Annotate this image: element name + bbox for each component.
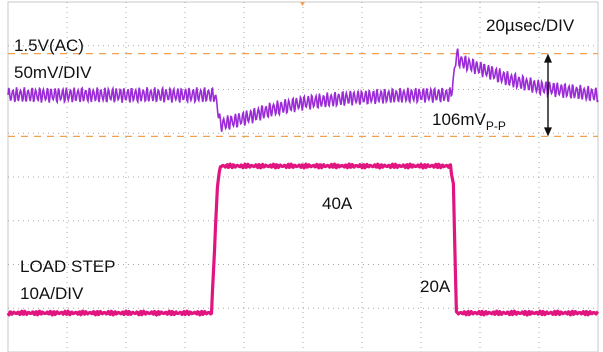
trigger-marker <box>300 2 305 6</box>
ch2-name-label: LOAD STEP <box>20 257 115 276</box>
ripple-pp-value: 106mV <box>432 110 487 129</box>
traces <box>6 48 600 317</box>
ripple-pp-subscript: P-P <box>486 119 506 133</box>
arrow-head-top <box>544 53 552 63</box>
ch1-scale-label: 50mV/DIV <box>14 63 92 82</box>
arrow-head-bottom <box>544 127 552 137</box>
ch1-name-label: 1.5V(AC) <box>14 36 84 55</box>
timebase-label: 20µsec/DIV <box>486 16 575 35</box>
ch2-scale-label: 10A/DIV <box>20 284 84 303</box>
grid <box>8 2 598 352</box>
load-high-label: 40A <box>322 194 353 213</box>
trace-output-voltage <box>7 48 599 132</box>
ripple-pp-label: 106mVP-P <box>432 110 506 133</box>
peak-to-peak-arrow <box>544 53 552 137</box>
trace-load-current <box>6 162 600 317</box>
load-low-label: 20A <box>420 277 451 296</box>
